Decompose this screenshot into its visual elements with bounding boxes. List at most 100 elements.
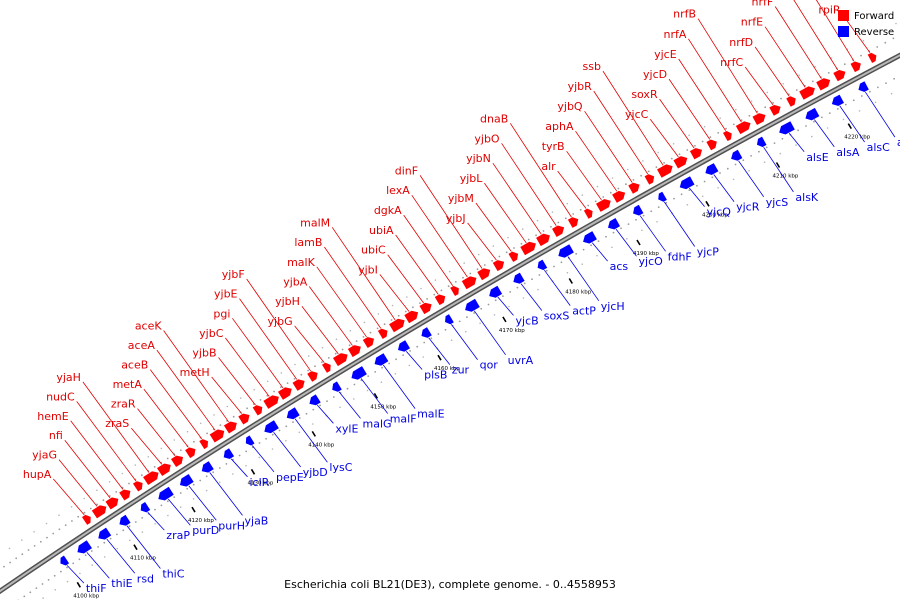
- gene-arrow: [277, 386, 293, 401]
- legend-reverse-swatch: [838, 26, 849, 37]
- gene-leader: [754, 46, 793, 101]
- frame-dot: [341, 348, 344, 351]
- frame-dot: [507, 236, 509, 239]
- frame-dot: [206, 432, 209, 435]
- frame-dot: [553, 265, 555, 268]
- frame-dot: [273, 390, 275, 393]
- frame-dot: [266, 380, 269, 383]
- gene-arrow: [567, 216, 579, 229]
- tick-mark: [311, 430, 316, 437]
- frame-dot: [732, 123, 735, 126]
- reading-frame-dots: [3, 22, 897, 600]
- gene-arrow: [170, 454, 184, 468]
- gene-label-pepE: pepE: [276, 471, 304, 484]
- gene-leader: [143, 388, 192, 452]
- gene-leader: [659, 98, 698, 153]
- frame-dot: [103, 556, 106, 558]
- gene-leader: [492, 162, 545, 239]
- gene-label-lamB: lamB: [294, 236, 322, 249]
- frame-dot: [238, 454, 241, 457]
- frame-dot: [212, 471, 215, 474]
- gene-leader: [294, 325, 328, 368]
- gene-arrow: [308, 393, 322, 406]
- frame-dot: [458, 320, 461, 323]
- frame-dot: [626, 168, 629, 171]
- gene-label-qor: qor: [480, 359, 499, 372]
- frame-dot: [349, 330, 352, 332]
- frame-dot: [542, 230, 545, 232]
- gene-label-alsK: alsK: [795, 191, 819, 204]
- gene-label-acs: acs: [610, 260, 629, 273]
- frame-dot: [179, 492, 182, 494]
- frame-dot: [406, 296, 408, 298]
- frame-dot: [434, 279, 437, 281]
- gene-label-iclR: iclR: [250, 476, 270, 489]
- gene-leader: [316, 266, 371, 342]
- frame-dot: [422, 356, 425, 358]
- frame-dot: [245, 464, 247, 467]
- gene-label-nfi: nfi: [49, 429, 63, 442]
- frame-dot: [285, 425, 288, 428]
- gene-arrow: [388, 318, 406, 334]
- gene-leader: [661, 197, 696, 247]
- frame-dot: [259, 399, 262, 401]
- gene-arrow: [156, 462, 172, 477]
- gene-label-plsB: plsB: [424, 369, 447, 382]
- gene-label-purH: purH: [218, 519, 245, 532]
- frame-dot: [258, 442, 261, 444]
- frame-dot: [537, 288, 539, 291]
- gene-label-yjaH: yjaH: [56, 371, 81, 384]
- gene-label-pgi: pgi: [213, 307, 230, 320]
- frame-dot: [545, 269, 548, 272]
- gene-arrow: [321, 362, 332, 374]
- gene-leader: [425, 333, 451, 365]
- reverse-genes: [59, 80, 870, 567]
- frame-dot: [376, 327, 379, 330]
- frame-dot: [225, 463, 228, 465]
- gene-leader: [467, 222, 501, 265]
- gene-leader: [239, 298, 301, 385]
- frame-dot: [647, 170, 650, 173]
- frame-dot: [656, 221, 658, 223]
- gene-label-yjbD: yjbD: [303, 466, 328, 479]
- gene-leader: [735, 156, 765, 198]
- frame-dot: [408, 364, 411, 367]
- frame-dot: [493, 314, 496, 316]
- gene-label-dinF: dinF: [395, 164, 418, 177]
- frame-dot: [596, 185, 599, 188]
- frame-dot: [305, 412, 308, 415]
- frame-dot: [826, 127, 829, 129]
- frame-dot: [448, 270, 451, 273]
- frame-dot: [620, 227, 622, 230]
- gene-arrow: [519, 241, 537, 257]
- tick-label: 4130 kbp: [248, 480, 274, 486]
- frame-dot: [709, 136, 712, 139]
- gene-leader: [540, 265, 571, 306]
- frame-dot: [52, 532, 55, 535]
- frame-dot: [115, 491, 118, 493]
- frame-dot: [463, 262, 466, 264]
- gene-label-malM: malM: [300, 216, 330, 229]
- frame-dot: [219, 424, 222, 426]
- frame-dot: [271, 433, 274, 436]
- frame-dot: [9, 561, 12, 564]
- gene-label-alsC: alsC: [867, 141, 891, 154]
- gene-label-yjcP: yjcP: [697, 246, 720, 259]
- frame-dot: [657, 151, 659, 154]
- gene-arrow: [208, 428, 225, 444]
- frame-dot: [740, 119, 743, 121]
- gene-arrow: [418, 302, 433, 315]
- gene-leader: [612, 224, 637, 257]
- frame-dot: [437, 333, 440, 335]
- frame-dot: [166, 500, 169, 503]
- frame-dot: [412, 306, 414, 309]
- frame-dot: [597, 240, 600, 243]
- frame-dot: [97, 546, 99, 548]
- frame-dot: [199, 479, 202, 482]
- frame-dot: [877, 86, 879, 89]
- frame-dot: [650, 210, 653, 213]
- frame-dot: [655, 166, 658, 169]
- gene-label-rsd: rsd: [137, 572, 154, 585]
- frame-dot: [852, 99, 855, 102]
- tick-mark: [847, 123, 852, 130]
